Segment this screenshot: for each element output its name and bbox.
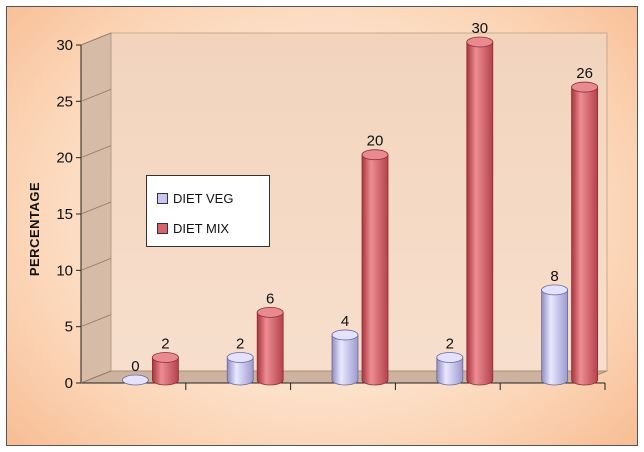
bar-top xyxy=(541,284,568,296)
y-tick-depth xyxy=(80,88,112,102)
bar-mix-4 xyxy=(571,81,598,386)
bar-top xyxy=(226,352,254,363)
y-tick-label: 15 xyxy=(56,206,73,223)
bar-body xyxy=(152,357,179,386)
bar-veg-2 xyxy=(331,329,359,386)
bar-body xyxy=(256,312,284,386)
chart-axes xyxy=(76,32,606,390)
bar-top xyxy=(151,352,179,363)
bar-body xyxy=(571,86,598,386)
bar-top xyxy=(121,374,149,386)
legend-item-mix: DIET MIX xyxy=(157,213,269,243)
y-tick-depth xyxy=(80,257,112,271)
data-label-veg: 8 xyxy=(550,268,558,285)
y-tick-label: 0 xyxy=(65,375,73,392)
data-label-veg: 2 xyxy=(236,335,244,352)
legend-item-veg: DIET VEG xyxy=(157,183,269,213)
data-label-mix: 2 xyxy=(161,335,169,352)
bar-veg-3 xyxy=(436,352,464,386)
bar-veg-0 xyxy=(121,374,149,386)
data-label-veg: 4 xyxy=(341,313,349,330)
bar-top xyxy=(466,36,494,48)
bar-mix-3 xyxy=(466,36,494,386)
data-label-mix: 20 xyxy=(367,133,384,150)
bar-veg-1 xyxy=(226,352,254,386)
bar-veg-4 xyxy=(541,284,568,386)
legend-label-veg: DIET VEG xyxy=(173,190,234,206)
legend-label-mix: DIET MIX xyxy=(173,220,230,236)
bar-top xyxy=(361,149,389,161)
y-tick-label: 25 xyxy=(56,93,73,110)
data-label-veg: 2 xyxy=(446,335,454,352)
y-tick-label: 5 xyxy=(65,319,73,336)
y-tick-depth xyxy=(80,145,112,159)
legend-swatch-veg xyxy=(157,192,168,204)
y-tick-depth xyxy=(80,314,112,328)
bar-top xyxy=(436,352,464,363)
bar-body xyxy=(541,289,568,386)
chart-frame: 0 5 10 15 20 25 30 0 2 2 6 4 20 2 30 8 26 PERCENTAGE DIE… xyxy=(6,6,638,446)
chart-bars xyxy=(121,36,598,386)
data-label-mix: 26 xyxy=(576,65,593,82)
bar-body xyxy=(361,154,389,386)
bar-body xyxy=(466,41,494,386)
data-label-veg: 0 xyxy=(131,358,139,375)
y-tick-label: 10 xyxy=(56,262,73,279)
bar-top xyxy=(571,81,598,93)
bar-mix-0 xyxy=(151,352,179,386)
bar-body xyxy=(226,357,254,386)
bar-mix-2 xyxy=(361,149,389,386)
y-tick-depth xyxy=(80,32,112,46)
y-tick-label: 20 xyxy=(56,150,73,167)
y-tick-depth xyxy=(80,201,112,215)
y-tick-label: 30 xyxy=(56,37,73,54)
y-axis-title: PERCENTAGE xyxy=(27,182,42,276)
data-label-mix: 6 xyxy=(266,290,274,307)
data-label-mix: 30 xyxy=(471,20,488,37)
bar-body xyxy=(331,334,359,386)
legend: DIET VEG DIET MIX xyxy=(146,175,270,247)
bar-body xyxy=(436,357,464,386)
y-tick-depth xyxy=(80,370,112,384)
bar-mix-1 xyxy=(256,306,284,386)
bar-top xyxy=(256,306,284,318)
bar-top xyxy=(331,329,359,341)
legend-swatch-mix xyxy=(157,222,168,234)
